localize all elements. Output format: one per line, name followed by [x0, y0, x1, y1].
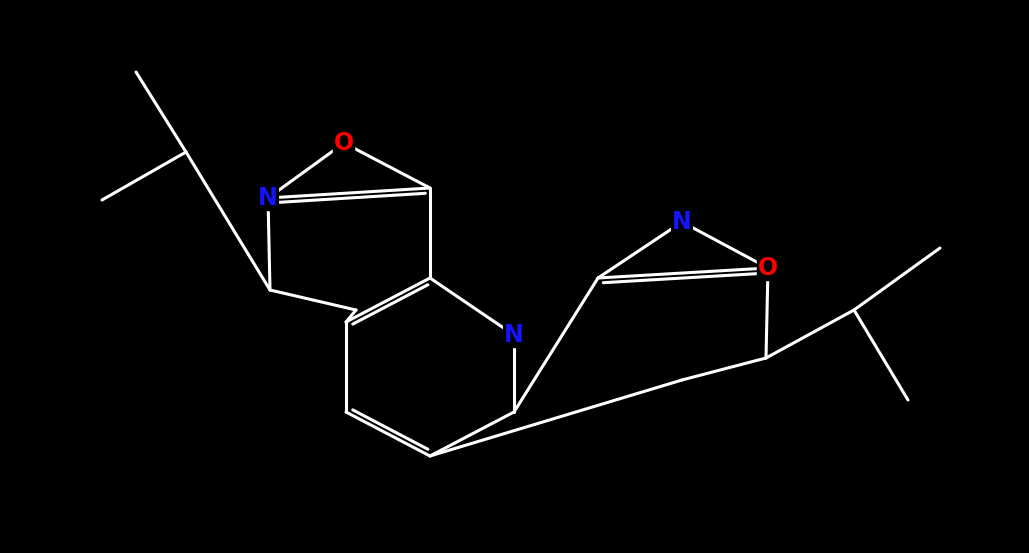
Text: O: O	[334, 131, 354, 155]
Text: N: N	[258, 186, 278, 210]
Text: N: N	[504, 323, 524, 347]
Text: O: O	[758, 256, 778, 280]
Text: N: N	[672, 210, 691, 234]
